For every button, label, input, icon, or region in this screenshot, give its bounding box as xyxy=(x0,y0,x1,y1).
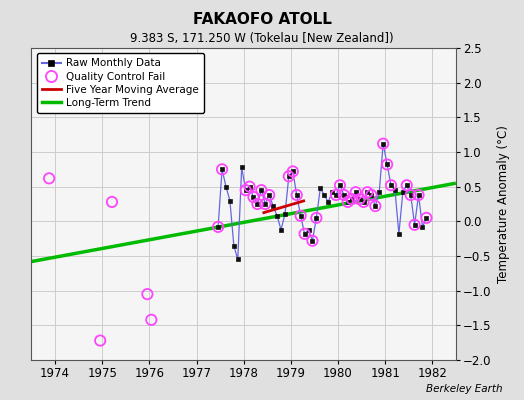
Text: 9.383 S, 171.250 W (Tokelau [New Zealand]): 9.383 S, 171.250 W (Tokelau [New Zealand… xyxy=(130,32,394,45)
Point xyxy=(336,182,344,188)
Point xyxy=(387,182,395,188)
Point xyxy=(285,173,293,180)
Text: Berkeley Earth: Berkeley Earth xyxy=(427,384,503,394)
Point xyxy=(407,192,415,198)
Point xyxy=(45,175,53,182)
Point xyxy=(363,189,372,196)
Point xyxy=(289,168,297,175)
Point xyxy=(253,201,261,207)
Point xyxy=(332,192,340,198)
Point xyxy=(292,192,301,198)
Point xyxy=(249,194,258,200)
Point xyxy=(242,187,250,193)
Point xyxy=(108,199,116,205)
Point xyxy=(402,182,411,188)
Legend: Raw Monthly Data, Quality Control Fail, Five Year Moving Average, Long-Term Tren: Raw Monthly Data, Quality Control Fail, … xyxy=(37,53,204,113)
Point xyxy=(371,203,379,209)
Point xyxy=(352,189,360,196)
Point xyxy=(218,166,226,172)
Point xyxy=(245,184,254,190)
Point xyxy=(379,140,387,147)
Point xyxy=(96,337,104,344)
Point xyxy=(297,212,305,219)
Text: FAKAOFO ATOLL: FAKAOFO ATOLL xyxy=(192,12,332,27)
Point xyxy=(147,316,156,323)
Point xyxy=(367,192,376,198)
Point xyxy=(410,222,419,228)
Point xyxy=(383,161,391,168)
Point xyxy=(355,196,364,202)
Point xyxy=(143,291,151,297)
Point xyxy=(261,201,269,207)
Point xyxy=(414,192,423,198)
Point xyxy=(422,215,431,221)
Point xyxy=(347,196,356,202)
Point xyxy=(308,238,316,244)
Point xyxy=(257,187,266,193)
Point xyxy=(214,224,222,230)
Point xyxy=(312,215,321,221)
Point xyxy=(359,199,368,205)
Point xyxy=(340,192,348,198)
Y-axis label: Temperature Anomaly (°C): Temperature Anomaly (°C) xyxy=(497,125,510,283)
Point xyxy=(300,231,309,237)
Point xyxy=(344,199,352,205)
Point xyxy=(265,192,274,198)
